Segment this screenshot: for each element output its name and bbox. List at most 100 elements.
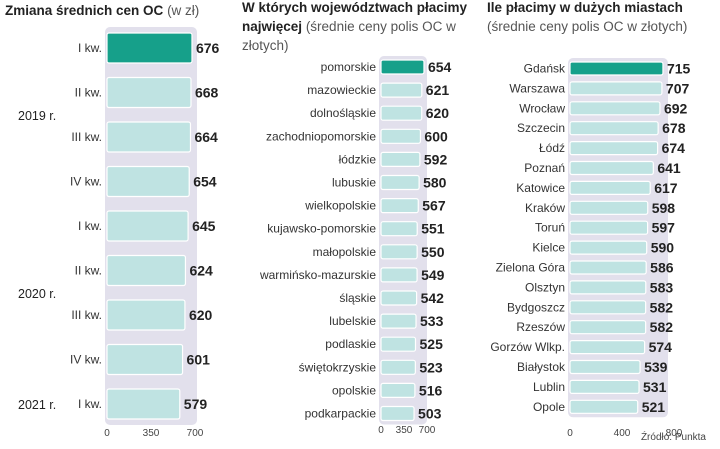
bar [380, 174, 420, 191]
category-label: Olsztyn [525, 280, 565, 294]
value-label: 579 [184, 396, 208, 412]
category-label: dolnośląskie [310, 106, 376, 120]
category-label: podkarpackie [305, 407, 377, 421]
bar [569, 141, 659, 156]
category-label: lubelskie [329, 314, 376, 328]
value-label: 654 [193, 174, 217, 190]
value-label: 574 [649, 339, 673, 355]
value-label: 601 [187, 352, 211, 368]
bar [106, 32, 193, 64]
category-label: mazowieckie [307, 83, 376, 97]
bar [106, 121, 192, 153]
category-label: kujawsko-pomorskie [267, 222, 376, 236]
value-label: 533 [420, 313, 444, 329]
bar [106, 388, 181, 420]
tick-label: 700 [187, 428, 204, 439]
bar [380, 221, 418, 237]
value-label: 523 [419, 359, 443, 375]
bar [569, 300, 647, 315]
category-label: wielkopolskie [304, 199, 376, 213]
category-label: Katowice [516, 181, 565, 195]
category-label: III kw. [71, 130, 102, 144]
tick-label: 700 [419, 425, 436, 436]
value-label: 521 [642, 399, 666, 415]
tick-label: 0 [378, 425, 384, 436]
category-label: opolskie [332, 383, 376, 397]
chart-title: Ile płacimy w dużych miastach (średnie c… [487, 0, 688, 34]
bar [380, 267, 418, 283]
category-label: Wrocław [519, 101, 565, 115]
source-note: Źródło: Punkta [640, 432, 706, 443]
category-label: IV kw. [70, 175, 102, 189]
value-label: 621 [426, 82, 450, 98]
value-label: 645 [192, 218, 216, 234]
chart-quarterly: Zmiana średnich cen OC (w zł) I kw. 676 II… [0, 0, 232, 449]
value-label: 597 [652, 220, 676, 236]
value-label: 668 [195, 85, 219, 101]
value-label: 590 [651, 240, 675, 256]
tick-label: 400 [614, 428, 631, 439]
bar [380, 198, 419, 214]
category-label: Toruń [535, 221, 565, 235]
value-label: 583 [650, 279, 674, 295]
bar [569, 280, 647, 295]
category-label: lubuskie [332, 176, 376, 190]
bar [380, 105, 423, 121]
group-label: 2019 r. [18, 109, 56, 123]
chart-title: Zmiana średnich cen OC (w zł) [5, 3, 200, 18]
category-label: Szczecin [517, 121, 565, 135]
tick-label: 0 [567, 428, 573, 439]
category-label: Gdańsk [524, 62, 566, 76]
category-label: I kw. [78, 397, 102, 411]
tick-label: 800 [666, 428, 683, 439]
value-label: 641 [657, 160, 681, 176]
bar [569, 340, 646, 355]
value-label: 664 [194, 129, 218, 145]
value-label: 539 [644, 359, 668, 375]
category-label: Opole [533, 400, 565, 414]
category-label: łódzkie [339, 152, 377, 166]
value-label: 620 [426, 105, 450, 121]
value-label: 692 [664, 100, 688, 116]
bar [380, 359, 416, 375]
value-label: 580 [423, 175, 447, 191]
category-label: śląskie [339, 291, 376, 305]
bar [106, 210, 189, 242]
value-label: 617 [654, 180, 678, 196]
bar [380, 336, 417, 352]
bar [569, 101, 661, 116]
category-label: Rzeszów [516, 320, 565, 334]
value-label: 676 [196, 40, 220, 56]
bar [106, 254, 187, 287]
value-label: 624 [189, 263, 213, 279]
category-label: III kw. [71, 308, 102, 322]
category-label: zachodniopomorskie [266, 129, 376, 143]
bar [569, 121, 659, 136]
bar [380, 290, 418, 306]
bar [106, 165, 190, 198]
chart-cities: Ile płacimy w dużych miastach (średnie c… [480, 0, 720, 449]
value-label: 654 [428, 59, 452, 75]
bar [569, 399, 639, 414]
chart-title: W których województwach płacimy najwięce… [242, 0, 468, 53]
bar [106, 299, 186, 331]
bar [380, 59, 425, 75]
category-label: Poznań [524, 161, 565, 175]
category-label: II kw. [75, 264, 102, 278]
value-label: 600 [424, 128, 448, 144]
bar [569, 359, 641, 375]
category-label: Kielce [532, 241, 565, 255]
category-label: Białystok [517, 360, 566, 374]
bar [569, 379, 640, 394]
category-label: IV kw. [70, 353, 102, 367]
value-label: 620 [189, 307, 213, 323]
group-label: 2021 r. [18, 398, 56, 412]
bar [569, 81, 663, 96]
chart-voivodeships-svg: pomorskie 654 mazowieckie 621 dolnośląskie 62… [259, 56, 452, 436]
value-label: 707 [666, 80, 690, 96]
bar [380, 405, 415, 422]
bar [569, 200, 649, 215]
value-label: 567 [422, 198, 446, 214]
category-label: Gorzów Wlkp. [490, 340, 565, 354]
category-label: Łódź [539, 141, 565, 155]
